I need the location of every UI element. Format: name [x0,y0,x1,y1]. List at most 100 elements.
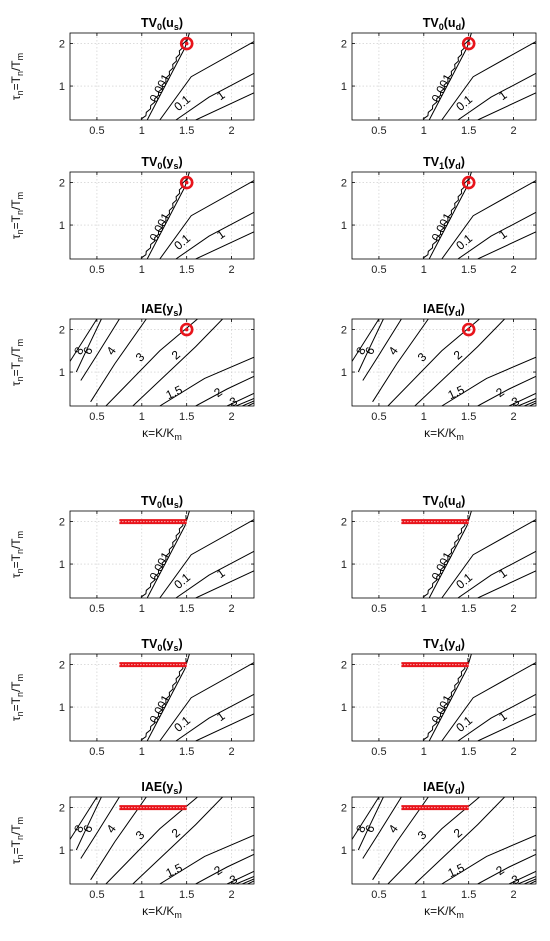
operating-point-marker [461,175,476,190]
contour-0.001 [146,654,190,741]
contour-label-2b: 2 [493,385,507,400]
contour-8b [357,797,384,851]
panel-title: TV0(ud) [423,16,465,32]
contour-0.001 [428,654,472,741]
contour-10 [477,231,536,259]
contour-label-1: 1 [214,566,228,581]
contour-label-2b: 2 [211,863,225,878]
contour-boundary [140,658,187,741]
y-tick-label: 2 [341,178,347,190]
panel-2-5: 86 4 3 21.5 230.5 1 1.5 212IAE(ys)τn=Tn/Tmκ=K/K… [9,780,255,920]
contour-0.001 [146,511,190,598]
contour-lines [140,511,254,598]
contour-label-3: 3 [415,350,430,365]
contour-6-right [247,402,254,406]
contour-4 [372,797,429,881]
contour-lines [70,319,254,406]
contour-10 [195,713,254,741]
contour-4-right [235,397,254,406]
panel-title: TV0(us) [141,494,183,510]
contour-boundary [140,37,187,120]
x-tick-label: 2 [510,264,516,276]
x-tick-label: 0.5 [371,411,386,423]
y-axis-label: τn=Tn/Tm [9,192,25,239]
contour-10 [477,92,536,120]
contour-3 [387,319,480,406]
y-tick-label: 1 [59,845,65,857]
x-tick-label: 1.5 [461,603,476,615]
contour-10 [477,570,536,598]
marker-ring [461,175,476,190]
contour-lines [70,797,254,884]
y-tick-label: 1 [59,220,65,232]
contour-8b [357,319,384,373]
contour-4 [90,797,147,881]
contour-label-4: 4 [386,344,401,358]
y-tick-label: 2 [341,325,347,337]
contour-label-1: 1 [496,227,510,242]
marker-ring [179,322,194,337]
panel-title: TV1(yd) [423,637,465,653]
contour-label-1: 1 [214,227,228,242]
x-tick-label: 1.5 [461,746,476,758]
contour-boundary [422,37,469,120]
x-tick-label: 1 [139,746,145,758]
operating-point-marker [461,36,476,51]
grid-lines [352,319,536,406]
axes-frame [69,32,255,121]
panel-title: TV0(us) [141,16,183,32]
panel-title: TV1(yd) [423,155,465,171]
y-tick-label: 1 [341,559,347,571]
axes-frame [351,510,537,599]
panel-title: IAE(yd) [423,780,465,796]
contour-8a [352,797,380,840]
contour-6-right [529,880,536,884]
operating-point-marker [461,322,476,337]
marker-dot [184,327,189,332]
x-tick-label: 0.5 [89,125,104,137]
axes-frame [69,318,255,407]
x-tick-label: 2 [510,746,516,758]
x-tick-label: 1.5 [461,411,476,423]
y-tick-label: 1 [341,220,347,232]
contour-label-4: 4 [104,344,119,358]
contour-label-0.001: 0.001 [147,692,174,725]
contour-label-0.001: 0.001 [147,210,174,243]
contour-1 [175,211,254,259]
contour-2-right [477,375,536,406]
x-tick-label: 2 [510,411,516,423]
contour-1 [457,72,536,120]
x-tick-label: 2 [228,264,234,276]
contour-0.1 [441,41,536,120]
x-tick-label: 1 [421,125,427,137]
contour-2-right [195,375,254,406]
contour-8a [70,319,98,362]
contour-2-right [477,853,536,884]
x-tick-label: 0.5 [371,125,386,137]
contour-label-0.001: 0.001 [429,71,456,104]
contour-label-0.001: 0.001 [429,692,456,725]
marker-ring [179,175,194,190]
y-axis-label: τn=Tn/Tm [9,674,25,721]
contour-6 [80,797,120,859]
contour-1 [175,550,254,598]
contour-0.1 [159,519,254,598]
x-tick-label: 2 [510,125,516,137]
contour-label-1: 1 [496,566,510,581]
axes-frame [351,318,537,407]
y-axis-label: τn=Tn/Tm [9,531,25,578]
contour-10 [195,570,254,598]
contour-3 [105,319,198,406]
contour-6-right [247,880,254,884]
y-tick-label: 2 [59,325,65,337]
panel-1-5: 86 4 3 21.5 230.5 1 1.5 212IAE(ys)τn=Tn/Tmκ=K/K… [9,302,255,442]
contour-label-1.5: 1.5 [446,382,467,402]
contour-label-1.5: 1.5 [446,860,467,880]
y-tick-label: 2 [341,39,347,51]
x-tick-label: 1 [139,125,145,137]
